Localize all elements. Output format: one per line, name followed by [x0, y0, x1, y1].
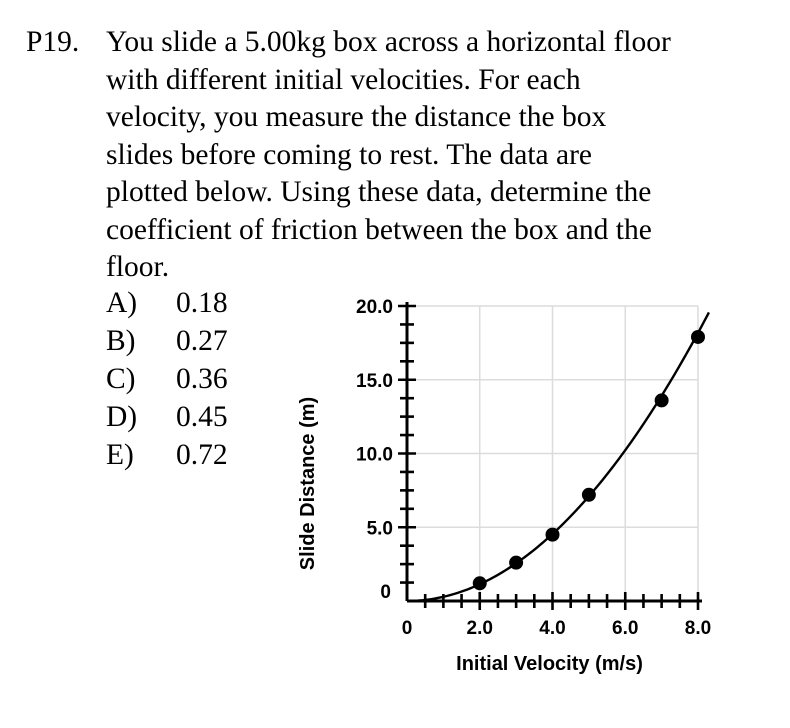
choice-letter: A) [106, 287, 138, 319]
choice-letter: D) [106, 401, 138, 433]
chart-axes [405, 302, 702, 603]
problem-text-line: coefficient of friction between the box … [106, 213, 652, 246]
data-point [472, 576, 487, 591]
data-points [472, 329, 705, 591]
choice-value: 0.27 [176, 325, 228, 357]
chart-grid [407, 305, 699, 601]
x-tick-label: 8.0 [685, 618, 711, 639]
data-point [654, 393, 669, 408]
problem-text-line: velocity, you measure the distance the b… [106, 101, 607, 133]
choice-letter: E) [106, 439, 134, 471]
chart-labels: 0 2.0 4.0 6.0 8.0 0 5.0 10.0 15.0 20.0 Initial Vel… [297, 297, 711, 675]
problem-text: You slide a 5.00kg box across a horizont… [106, 24, 766, 287]
choice-value: 0.36 [176, 363, 228, 395]
choice-letter: B) [106, 325, 136, 357]
y-tick-label: 20.0 [356, 297, 393, 318]
choice-letter: C) [106, 363, 136, 395]
problem-number: P19. [26, 26, 80, 58]
x-tick-label: 2.0 [467, 618, 493, 639]
y-tick-label: 15.0 [356, 371, 393, 392]
x-tick-label: 4.0 [539, 618, 565, 639]
answer-choices: A) 0.18 B) 0.27 C) 0.36 D) 0.45 E) 0.72 [106, 284, 228, 474]
choice-b: B) 0.27 [106, 322, 228, 360]
problem-text-line: You slide a 5.00kg box across a horizont… [106, 26, 671, 58]
y-tick-label: 10.0 [356, 445, 393, 466]
problem-text-line: slides before coming to rest. The data a… [106, 138, 593, 171]
data-point [545, 527, 560, 542]
x-tick-label: 6.0 [612, 618, 638, 639]
fit-curve-group [406, 311, 710, 603]
y-tick-label: 0 [380, 582, 391, 603]
data-point [509, 555, 524, 570]
velocity-distance-chart: 0 2.0 4.0 6.0 8.0 0 5.0 10.0 15.0 20.0 Initial Vel… [297, 297, 711, 675]
problem-text-line: plotted below. Using these data, determi… [106, 176, 652, 208]
choice-d: D) 0.45 [106, 398, 228, 436]
fit-curve [406, 311, 710, 603]
choice-value: 0.72 [176, 439, 228, 471]
problem-text-line: with different initial velocities. For e… [106, 63, 581, 96]
choice-a: A) 0.18 [106, 284, 228, 322]
data-point [691, 329, 705, 344]
problem-text-line: floor. [106, 251, 170, 283]
choice-value: 0.45 [176, 401, 228, 433]
y-tick-label: 5.0 [367, 518, 393, 539]
x-axis-title: Initial Velocity (m/s) [456, 653, 643, 675]
data-point [581, 487, 596, 502]
choice-e: E) 0.72 [106, 436, 228, 474]
choice-c: C) 0.36 [106, 360, 228, 398]
x-tick-label: 0 [402, 618, 413, 639]
y-axis-title: Slide Distance (m) [297, 397, 319, 570]
choice-value: 0.18 [176, 287, 228, 319]
chart-ticks [398, 304, 700, 610]
